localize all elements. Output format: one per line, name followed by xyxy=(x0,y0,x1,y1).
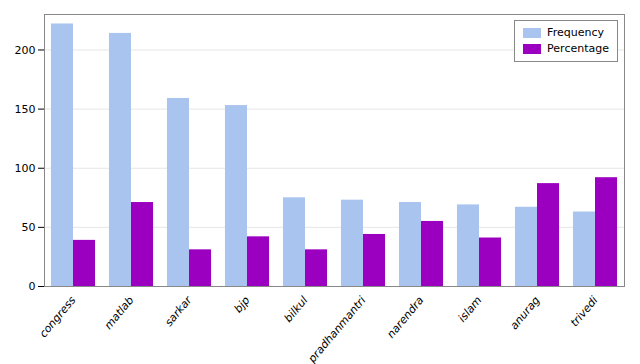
svg-text:bjp: bjp xyxy=(232,294,253,315)
svg-text:100: 100 xyxy=(15,162,36,175)
html-text:Percentage: Percentage xyxy=(547,42,609,55)
svg-text:200: 200 xyxy=(15,43,36,56)
svg-text:bilkul: bilkul xyxy=(282,294,311,325)
svg-text:50: 50 xyxy=(22,221,36,234)
svg-text:sarkar: sarkar xyxy=(162,293,195,329)
svg-text:0: 0 xyxy=(29,280,36,293)
svg-text:anurag: anurag xyxy=(508,294,543,332)
svg-text:congress: congress xyxy=(37,294,79,340)
svg-text:pradhanmantri: pradhanmantri xyxy=(305,294,368,364)
svg-text:islam: islam xyxy=(456,294,485,325)
svg-text:narendra: narendra xyxy=(384,294,426,341)
svg-text:matlab: matlab xyxy=(102,294,137,332)
svg-text:trivedi: trivedi xyxy=(568,294,601,329)
html-text:Frequency: Frequency xyxy=(547,26,604,39)
svg-text:150: 150 xyxy=(15,103,36,116)
